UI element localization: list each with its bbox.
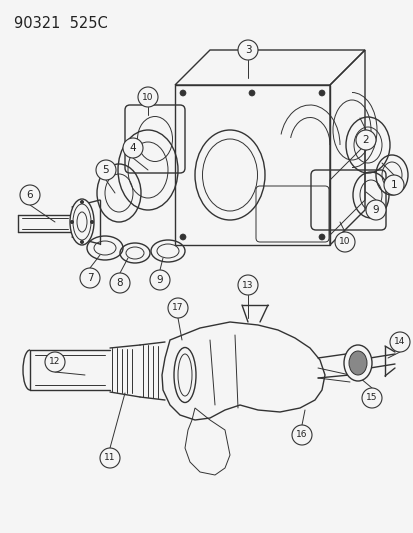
- Text: 5: 5: [102, 165, 109, 175]
- Ellipse shape: [343, 345, 371, 381]
- Circle shape: [70, 220, 74, 224]
- Circle shape: [20, 185, 40, 205]
- Circle shape: [45, 352, 65, 372]
- Circle shape: [180, 234, 185, 240]
- Text: 4: 4: [129, 143, 136, 153]
- Text: 6: 6: [26, 190, 33, 200]
- Circle shape: [318, 234, 324, 240]
- Text: 9: 9: [372, 205, 378, 215]
- Circle shape: [80, 200, 84, 204]
- Circle shape: [138, 87, 158, 107]
- Circle shape: [80, 240, 84, 244]
- Text: 2: 2: [362, 135, 368, 145]
- Bar: [175, 85, 329, 245]
- Circle shape: [291, 425, 311, 445]
- Text: 90321  525C: 90321 525C: [14, 16, 107, 31]
- Circle shape: [96, 160, 116, 180]
- Circle shape: [389, 332, 409, 352]
- Text: 10: 10: [142, 93, 153, 101]
- Text: 7: 7: [86, 273, 93, 283]
- Text: 8: 8: [116, 278, 123, 288]
- Text: 12: 12: [49, 358, 61, 367]
- Ellipse shape: [348, 351, 366, 375]
- Circle shape: [168, 298, 188, 318]
- Circle shape: [318, 90, 324, 96]
- Text: 3: 3: [244, 45, 251, 55]
- Circle shape: [361, 388, 381, 408]
- Circle shape: [80, 268, 100, 288]
- Circle shape: [383, 175, 403, 195]
- Circle shape: [123, 138, 142, 158]
- Ellipse shape: [70, 199, 94, 245]
- Circle shape: [150, 270, 170, 290]
- Circle shape: [355, 130, 375, 150]
- Text: 1: 1: [390, 180, 396, 190]
- Text: 9: 9: [156, 275, 163, 285]
- Circle shape: [110, 273, 130, 293]
- Text: 15: 15: [366, 393, 377, 402]
- Circle shape: [334, 232, 354, 252]
- Circle shape: [365, 200, 385, 220]
- Text: 13: 13: [242, 280, 253, 289]
- Circle shape: [90, 220, 94, 224]
- Circle shape: [100, 448, 120, 468]
- Circle shape: [180, 90, 185, 96]
- Text: 16: 16: [296, 431, 307, 440]
- Text: 10: 10: [338, 238, 350, 246]
- Circle shape: [248, 90, 254, 96]
- Text: 11: 11: [104, 454, 116, 463]
- Text: 14: 14: [393, 337, 405, 346]
- Circle shape: [237, 275, 257, 295]
- Circle shape: [237, 40, 257, 60]
- Text: 17: 17: [172, 303, 183, 312]
